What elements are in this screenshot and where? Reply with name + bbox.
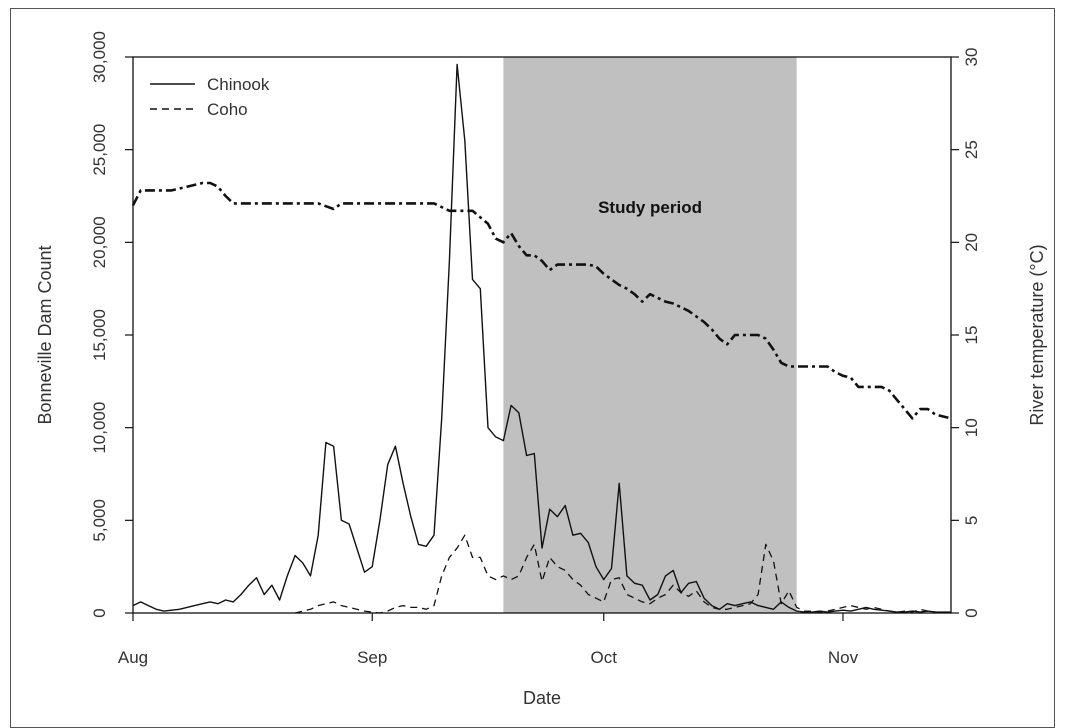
legend: Chinook Coho: [150, 75, 270, 119]
series-line-chinook: [132, 63, 951, 613]
series-line-coho: [294, 534, 951, 614]
x-tick-label: Aug: [118, 648, 148, 667]
y-right-tick-label: 5: [962, 516, 981, 525]
y-left-tick-label: 15,000: [90, 309, 109, 361]
y-left-tick-label: 0: [90, 608, 109, 617]
legend-label-coho: Coho: [207, 100, 248, 119]
y-axis-right-title: River temperature (°C): [1027, 244, 1047, 425]
x-tick-label: Sep: [357, 648, 387, 667]
y-axis-left: 0 5,000 10,000 15,000 20,000 25,000 30,000: [90, 31, 133, 618]
y-axis-right: 0 5 10 15 20 25 30: [951, 48, 981, 618]
x-tick-label: Oct: [591, 648, 618, 667]
x-tick-label: Nov: [828, 648, 859, 667]
y-right-tick-label: 20: [962, 233, 981, 252]
study-period-shade: [503, 57, 797, 613]
x-axis-title: Date: [523, 688, 561, 708]
y-right-tick-label: 25: [962, 140, 981, 159]
y-right-tick-label: 0: [962, 608, 981, 617]
y-left-tick-label: 5,000: [90, 499, 109, 542]
y-left-tick-label: 25,000: [90, 124, 109, 176]
series-line-temperature: [131, 181, 952, 420]
y-left-tick-label: 10,000: [90, 402, 109, 454]
chart-svg: Study period Aug Sep Oct Nov 0 5,000 10,000 15…: [35, 31, 1047, 708]
y-left-tick-label: 30,000: [90, 31, 109, 83]
y-axis-left-title: Bonneville Dam Count: [35, 245, 55, 424]
y-right-tick-label: 15: [962, 326, 981, 345]
y-left-tick-label: 20,000: [90, 216, 109, 268]
study-period-label: Study period: [598, 198, 702, 217]
plot-lines: [131, 63, 952, 614]
legend-label-chinook: Chinook: [207, 75, 270, 94]
y-right-tick-label: 30: [962, 48, 981, 67]
y-right-tick-label: 10: [962, 418, 981, 437]
x-axis: Aug Sep Oct Nov: [118, 613, 859, 667]
